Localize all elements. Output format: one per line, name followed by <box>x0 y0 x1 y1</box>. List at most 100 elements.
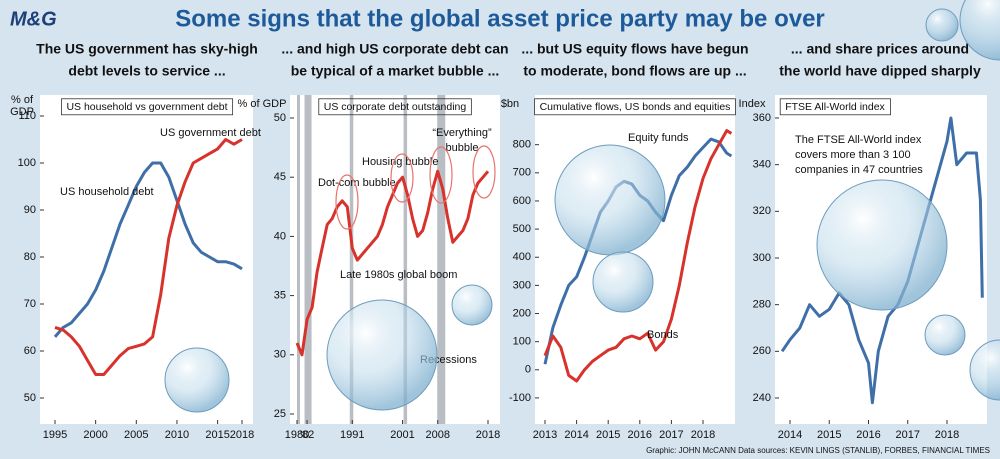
y-tick-label: 0 <box>525 364 531 376</box>
bubble <box>816 179 948 311</box>
series-label: Equity funds <box>628 132 689 144</box>
recession-band <box>403 95 408 424</box>
annotation: The FTSE All-World index <box>795 134 922 146</box>
y-tick-label: 260 <box>753 345 771 357</box>
box-title-frame <box>318 98 472 116</box>
y-tick-label: 40 <box>274 230 286 242</box>
highlight-ellipse <box>472 145 496 199</box>
x-tick-label: 2014 <box>564 429 588 441</box>
series-label: US government debt <box>160 127 261 139</box>
y-tick-label: 280 <box>753 299 771 311</box>
credits: Graphic: JOHN McCANN Data sources: KEVIN… <box>646 446 990 455</box>
bubble <box>924 314 966 356</box>
x-tick-label: 2018 <box>476 429 500 441</box>
series-line <box>54 138 243 376</box>
annotation: companies in 47 countries <box>795 164 923 176</box>
annotation: “Everything” <box>432 127 492 139</box>
annotation: bubble <box>445 142 478 154</box>
box-title: Cumulative flows, US bonds and equities <box>540 101 731 113</box>
highlight-ellipse <box>335 174 359 230</box>
bubble <box>326 299 438 411</box>
y-tick-label: 110 <box>18 110 36 122</box>
annotation: Late 1980s global boom <box>340 269 457 281</box>
highlights <box>335 145 496 230</box>
y-tick-label: 400 <box>513 251 531 263</box>
series-line <box>543 129 733 383</box>
x-tick-label: 2015 <box>596 429 620 441</box>
box-title-frame <box>534 98 736 116</box>
y-tick-label: 240 <box>753 392 771 404</box>
panel-heading: ... but US equity flows have begun <box>521 41 748 57</box>
logo: M&G <box>10 8 57 30</box>
y-tick-label: 340 <box>753 159 771 171</box>
y-tick-label: 35 <box>274 290 286 302</box>
series-line <box>53 161 243 338</box>
series-label: Bonds <box>647 329 679 341</box>
x-tick-label: 2018 <box>935 429 959 441</box>
x-tick-label: 2001 <box>390 429 414 441</box>
x-tick-label: 2015 <box>817 429 841 441</box>
x-tick-label: 1991 <box>340 429 364 441</box>
panel-heading: ... and high US corporate debt can <box>281 41 508 57</box>
x-tick-label: 1980 <box>285 429 309 441</box>
panel-heading: to moderate, bond flows are up ... <box>523 63 746 79</box>
recession-band <box>437 95 446 424</box>
bubble <box>959 0 1000 61</box>
y-axis-label: Index <box>739 98 766 110</box>
y-axis-label: % of <box>11 94 34 106</box>
series-line <box>295 169 490 357</box>
x-tick-label: 2014 <box>778 429 802 441</box>
y-axis-label: % of GDP <box>238 98 287 110</box>
y-axis-label: $bn <box>501 98 519 110</box>
y-tick-label: 600 <box>513 195 531 207</box>
x-tick-label: 2008 <box>425 429 449 441</box>
y-tick-label: 320 <box>753 205 771 217</box>
bubble <box>554 144 666 256</box>
x-tick-label: 2018 <box>691 429 715 441</box>
panel-heading: the world have dipped sharply <box>779 63 981 79</box>
bubble <box>925 8 959 42</box>
recession-band <box>297 95 301 424</box>
recession-band <box>349 95 354 424</box>
box-title: US household vs government debt <box>66 101 227 113</box>
y-tick-label: 500 <box>513 223 531 235</box>
y-tick-label: 30 <box>274 349 286 361</box>
x-tick-label: 2013 <box>533 429 557 441</box>
bubbles <box>164 0 1000 413</box>
bubble <box>451 284 493 326</box>
y-tick-label: 300 <box>513 279 531 291</box>
highlight-ellipse <box>390 153 414 203</box>
box-title: US corporate debt outstanding <box>324 101 467 113</box>
recession-band <box>304 95 312 424</box>
y-tick-label: 200 <box>513 307 531 319</box>
bubble <box>164 347 230 413</box>
y-axis-label: GDP <box>10 106 34 118</box>
box-title-frame <box>61 98 234 116</box>
bubble <box>969 339 1000 401</box>
y-tick-label: 60 <box>24 345 36 357</box>
y-tick-label: 25 <box>274 408 286 420</box>
highlight-ellipse <box>429 146 453 204</box>
annotation: Dot-com bubble <box>318 177 396 189</box>
x-tick-label: 2000 <box>83 429 107 441</box>
x-tick-label: 2016 <box>628 429 652 441</box>
y-tick-label: 90 <box>24 204 36 216</box>
marks: US household debt US government debt Dot-c… <box>53 116 984 405</box>
y-tick-label: 80 <box>24 251 36 263</box>
y-tick-label: 800 <box>513 139 531 151</box>
annotation: Housing bubble <box>362 156 438 168</box>
y-tick-label: 300 <box>753 252 771 264</box>
bubble <box>592 251 654 313</box>
panel-heading: ... and share prices around <box>791 41 969 57</box>
panel-heading: be typical of a market bubble ... <box>291 63 500 79</box>
panel-heading: The US government has sky-high <box>36 41 258 57</box>
x-tick-label: '82 <box>300 429 314 441</box>
box-title: FTSE All-World index <box>785 101 885 113</box>
y-tick-label: 100 <box>18 157 36 169</box>
y-tick-label: 70 <box>24 298 36 310</box>
x-tick-label: 2016 <box>856 429 880 441</box>
annotation: covers more than 3 100 <box>795 149 911 161</box>
y-tick-label: 50 <box>24 392 36 404</box>
y-tick-label: 360 <box>753 112 771 124</box>
